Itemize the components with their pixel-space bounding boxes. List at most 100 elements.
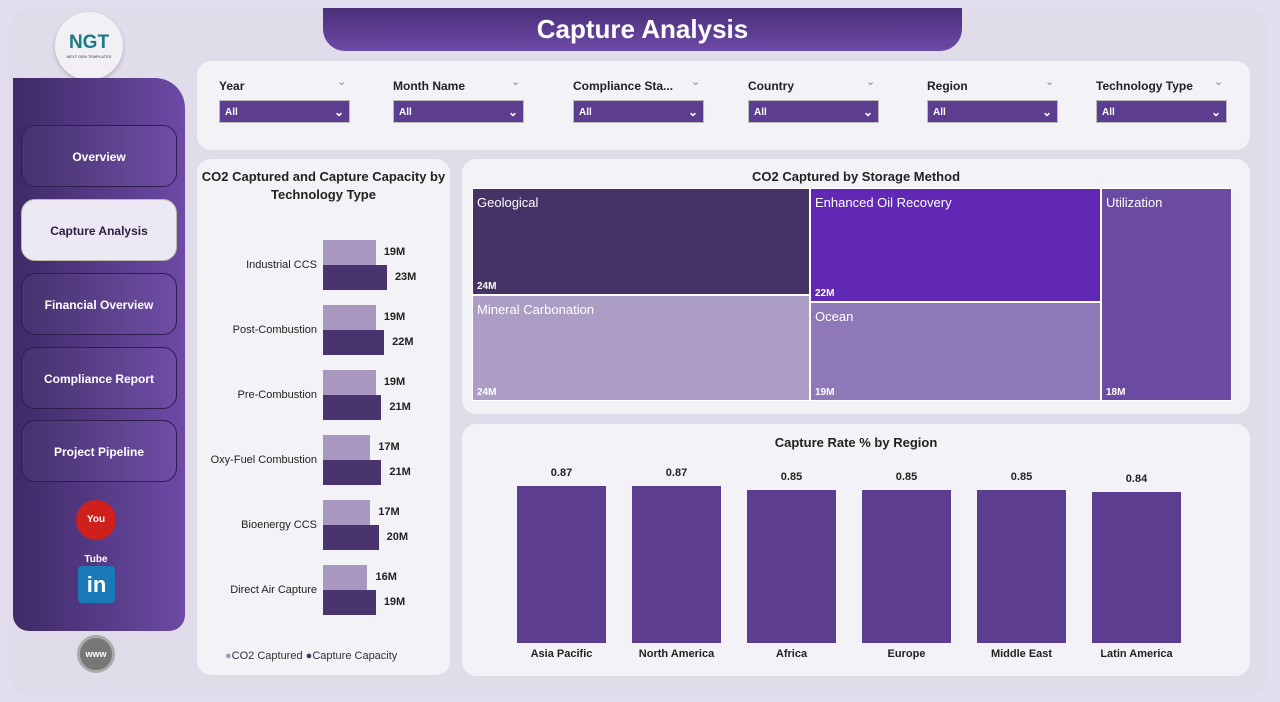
filter-dropdown[interactable]: All ⌄ bbox=[219, 100, 350, 123]
data-label: 19M bbox=[383, 246, 406, 258]
data-label: 0.85 bbox=[1010, 471, 1033, 483]
data-label: 0.87 bbox=[665, 467, 688, 480]
data-label: 21M bbox=[389, 401, 411, 413]
chevron-down-icon[interactable]: ⌄ bbox=[337, 76, 347, 88]
data-label: 0.85 bbox=[895, 471, 918, 483]
bar-capture-rate[interactable] bbox=[1092, 491, 1181, 643]
data-label: 17M bbox=[378, 441, 400, 453]
category-label: Bioenergy CCS bbox=[241, 519, 317, 531]
nav-compliance-report[interactable]: Compliance Report bbox=[21, 347, 177, 409]
chevron-down-icon: ⌄ bbox=[862, 105, 873, 119]
data-label: 19M bbox=[383, 376, 406, 388]
data-label: 0.84 bbox=[1125, 472, 1148, 485]
data-label: 22M bbox=[392, 336, 414, 348]
treemap-ocean[interactable]: Ocean 19M bbox=[810, 302, 1101, 401]
filter-label: Year bbox=[219, 79, 245, 93]
bar-capacity[interactable] bbox=[323, 395, 382, 420]
category-label: Direct Air Capture bbox=[230, 584, 317, 596]
treemap-enhanced-oil-recovery[interactable]: Enhanced Oil Recovery 22M bbox=[810, 188, 1101, 302]
chevron-down-icon: ⌄ bbox=[687, 105, 698, 119]
chevron-down-icon: ⌄ bbox=[1210, 105, 1221, 119]
bar-captured[interactable] bbox=[323, 565, 368, 590]
nav-financial-overview[interactable]: Financial Overview bbox=[21, 273, 177, 335]
legend-dot-capacity: ● bbox=[305, 650, 313, 662]
sidebar: Overview Capture Analysis Financial Over… bbox=[13, 78, 185, 631]
youtube-icon[interactable]: You Tube bbox=[76, 500, 116, 565]
chevron-down-icon[interactable]: ⌄ bbox=[1214, 76, 1224, 88]
chevron-down-icon: ⌄ bbox=[1041, 105, 1052, 119]
data-label: 19M bbox=[383, 311, 406, 323]
legend-captured: CO2 Captured bbox=[231, 650, 303, 662]
filter-label: Country bbox=[748, 79, 794, 93]
category-label: Oxy-Fuel Combustion bbox=[210, 454, 317, 466]
data-label: 23M bbox=[394, 271, 417, 283]
bar-captured[interactable] bbox=[323, 435, 371, 460]
bar-captured[interactable] bbox=[323, 500, 371, 525]
category-label: North America bbox=[638, 648, 715, 660]
capture-rate-chart: Capture Rate % by Region 0.87 Asia Pacifi… bbox=[462, 424, 1250, 676]
chevron-down-icon[interactable]: ⌄ bbox=[511, 76, 521, 88]
bar-capacity[interactable] bbox=[323, 265, 387, 290]
chart-title: Capture Rate % by Region bbox=[774, 435, 938, 450]
data-label: 0.87 bbox=[550, 467, 573, 480]
legend-dot-captured: ● bbox=[225, 650, 232, 662]
category-label: Post-Combustion bbox=[232, 324, 317, 336]
category-label: Industrial CCS bbox=[246, 259, 317, 271]
storage-method-treemap: CO2 Captured by Storage Method Geologica… bbox=[462, 159, 1250, 414]
filter-dropdown[interactable]: All ⌄ bbox=[1096, 100, 1227, 123]
chevron-down-icon[interactable]: ⌄ bbox=[1045, 76, 1055, 88]
bar-capture-rate[interactable] bbox=[632, 486, 721, 643]
bar-capacity[interactable] bbox=[323, 460, 382, 485]
treemap-mineral-carbonation[interactable]: Mineral Carbonation 24M bbox=[472, 295, 810, 401]
chevron-down-icon: ⌄ bbox=[333, 105, 344, 119]
linkedin-icon[interactable]: in bbox=[78, 566, 115, 603]
nav-project-pipeline[interactable]: Project Pipeline bbox=[21, 420, 177, 482]
bar-capacity[interactable] bbox=[323, 330, 385, 355]
bar-capacity[interactable] bbox=[323, 525, 379, 550]
data-label: 19M bbox=[383, 596, 406, 608]
category-label: Africa bbox=[775, 648, 808, 660]
bar-captured[interactable] bbox=[323, 305, 376, 330]
filter-dropdown[interactable]: All ⌄ bbox=[393, 100, 524, 123]
bar-capacity[interactable] bbox=[323, 590, 376, 615]
data-label: 20M bbox=[386, 531, 408, 543]
filter-dropdown[interactable]: All ⌄ bbox=[927, 100, 1058, 123]
treemap-geological[interactable]: Geological 24M bbox=[472, 188, 810, 295]
nav-capture-analysis[interactable]: Capture Analysis bbox=[21, 199, 177, 261]
category-label: Pre-Combustion bbox=[237, 389, 317, 401]
category-label: Asia Pacific bbox=[530, 648, 593, 660]
ngt-logo: NGT NEXT GEN TEMPLATES bbox=[55, 12, 123, 80]
category-label: Latin America bbox=[1100, 648, 1173, 660]
bar-capture-rate[interactable] bbox=[747, 490, 836, 643]
filter-label: Month Name bbox=[393, 79, 465, 93]
bar-capture-rate[interactable] bbox=[862, 490, 951, 643]
treemap-utilization[interactable]: Utilization 18M bbox=[1101, 188, 1232, 401]
data-label: 21M bbox=[389, 466, 411, 478]
filter-dropdown[interactable]: All ⌄ bbox=[748, 100, 879, 123]
filter-label: Technology Type bbox=[1096, 79, 1193, 93]
chevron-down-icon[interactable]: ⌄ bbox=[866, 76, 876, 88]
tech-type-chart: CO2 Captured and Capture Capacity by Tec… bbox=[197, 159, 450, 675]
legend: ●CO2 Captured ●Capture Capacity bbox=[225, 650, 397, 662]
filter-panel: Year ⌄ All ⌄ Month Name ⌄ All ⌄ Compliance S… bbox=[197, 61, 1250, 150]
data-label: 17M bbox=[378, 506, 400, 518]
category-label: Europe bbox=[887, 648, 926, 660]
category-label: Middle East bbox=[990, 648, 1053, 660]
bar-capture-rate[interactable] bbox=[517, 486, 606, 643]
chevron-down-icon: ⌄ bbox=[507, 105, 518, 119]
data-label: 16M bbox=[375, 571, 397, 583]
filter-dropdown[interactable]: All ⌄ bbox=[573, 100, 704, 123]
chart-title: CO2 Captured and Capture Capacity by Tec… bbox=[201, 169, 446, 202]
nav-overview[interactable]: Overview bbox=[21, 125, 177, 187]
legend-capacity: Capture Capacity bbox=[312, 650, 398, 662]
chart-title: CO2 Captured by Storage Method bbox=[751, 169, 961, 184]
filter-label: Region bbox=[927, 79, 968, 93]
bar-capture-rate[interactable] bbox=[977, 490, 1066, 643]
bar-captured[interactable] bbox=[323, 240, 376, 265]
filter-label: Compliance Sta... bbox=[573, 79, 674, 93]
page-title: Capture Analysis bbox=[323, 8, 962, 51]
globe-icon[interactable]: www bbox=[77, 635, 115, 673]
data-label: 0.85 bbox=[780, 471, 803, 483]
chevron-down-icon[interactable]: ⌄ bbox=[691, 76, 701, 88]
bar-captured[interactable] bbox=[323, 370, 376, 395]
